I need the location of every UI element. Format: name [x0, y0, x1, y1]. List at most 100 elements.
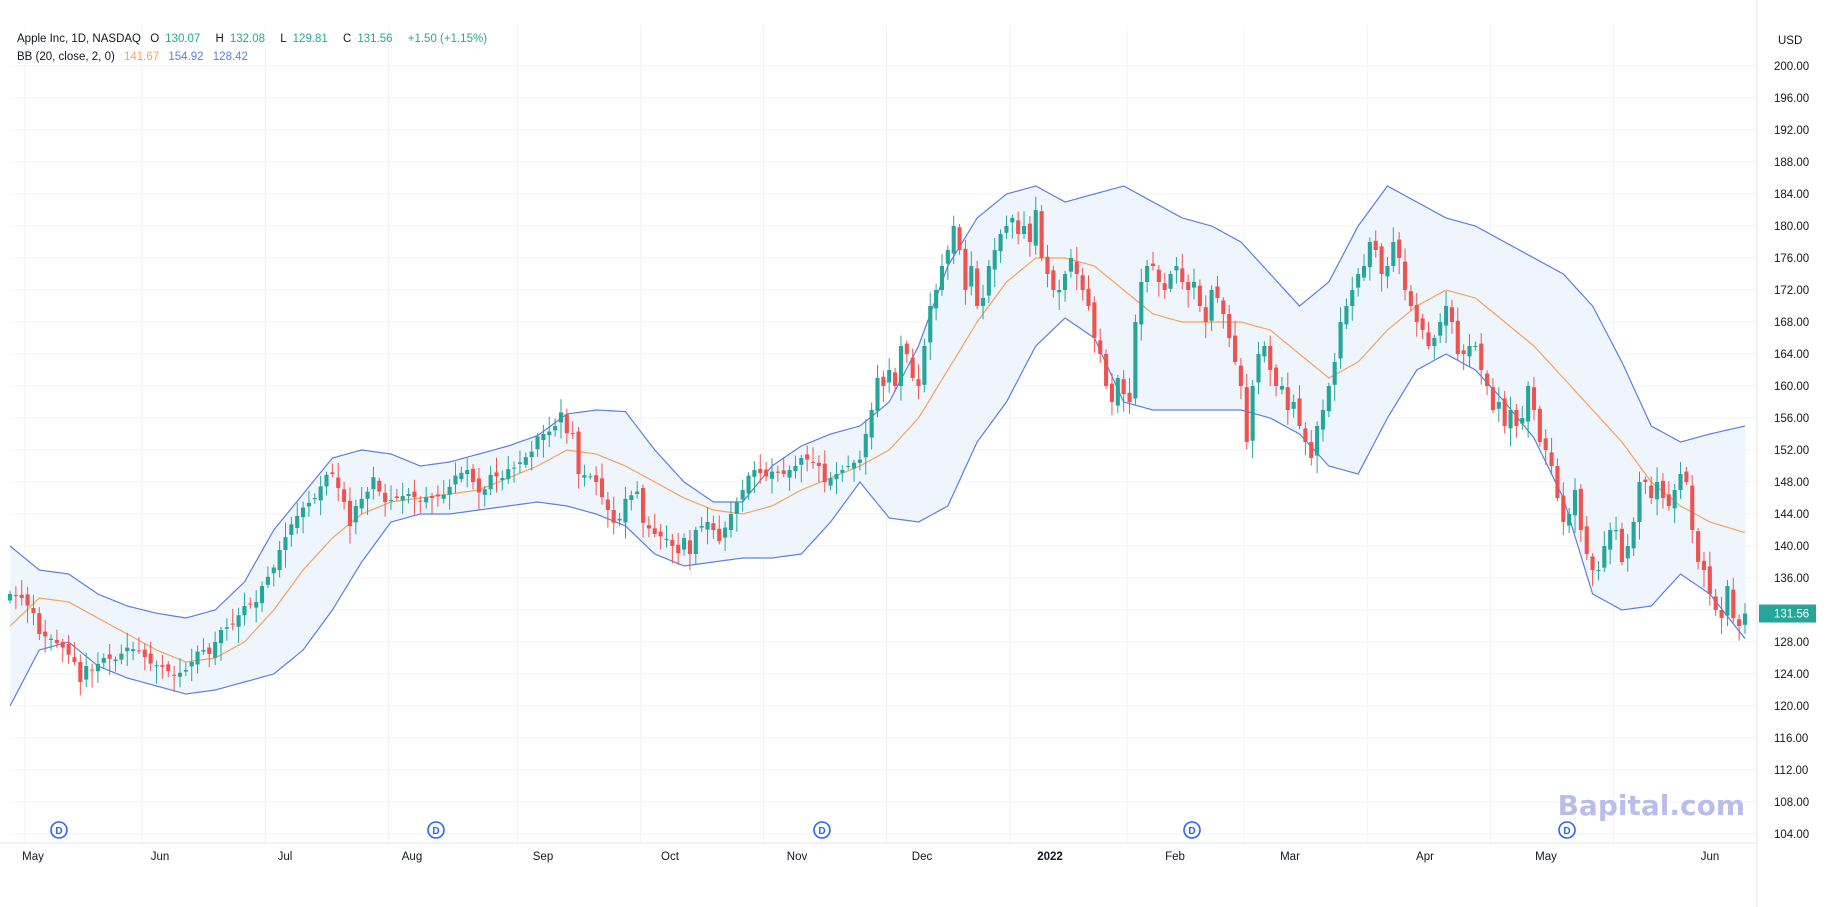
dividend-marker[interactable]: D: [50, 821, 68, 839]
time-tick-label: 2022: [1037, 851, 1063, 863]
candle-body: [1215, 286, 1220, 298]
low-value: 129.81: [292, 33, 328, 45]
candle: [1127, 378, 1132, 414]
candle-body: [347, 500, 353, 526]
candle-body: [1221, 300, 1226, 314]
candle-body: [101, 658, 106, 663]
candle-body: [336, 477, 341, 488]
candle-body: [1203, 307, 1208, 322]
candle: [494, 457, 499, 493]
candle: [605, 492, 610, 528]
candle: [1332, 353, 1337, 401]
candle-body: [1537, 408, 1542, 442]
candle-body: [1420, 318, 1425, 330]
candle: [1315, 421, 1320, 474]
candle-body: [441, 494, 446, 499]
time-tick-label: Jun: [1701, 851, 1720, 863]
candle-body: [1660, 480, 1665, 498]
candle: [1590, 553, 1595, 587]
candle: [1684, 466, 1689, 486]
dividend-marker[interactable]: D: [1558, 821, 1576, 839]
bb-legend[interactable]: BB (20, close, 2, 0) 141.67 154.92 128.4…: [17, 51, 254, 63]
candle-body: [459, 472, 464, 480]
candle-body: [283, 537, 288, 550]
candle: [19, 580, 24, 606]
dividend-marker[interactable]: D: [427, 821, 445, 839]
candle: [277, 541, 282, 578]
candle-body: [1426, 332, 1431, 346]
candle-body: [1742, 613, 1748, 625]
candle-body: [1619, 528, 1624, 562]
candle-body: [687, 540, 692, 554]
candle-body: [992, 250, 997, 270]
candle-body: [1432, 338, 1437, 346]
candle-body: [1567, 514, 1572, 526]
candle-body: [934, 290, 939, 309]
candle: [265, 566, 270, 588]
price-tick-label: 108.00: [1774, 797, 1809, 809]
candle: [1291, 394, 1296, 418]
candle: [594, 466, 599, 496]
candle: [101, 653, 106, 669]
candle: [1660, 473, 1665, 509]
candle: [342, 481, 347, 510]
candle-body: [1303, 428, 1308, 442]
candle: [429, 492, 435, 515]
candle-body: [506, 469, 511, 480]
candle-body: [1297, 398, 1302, 426]
candle: [471, 464, 476, 490]
price-tick-label: 116.00: [1774, 733, 1808, 745]
candle-body: [177, 672, 183, 677]
candle: [1303, 422, 1308, 456]
candle: [693, 526, 698, 565]
candle: [500, 470, 505, 491]
candle: [441, 480, 446, 504]
candle-body: [852, 462, 857, 469]
candle-body: [1016, 220, 1021, 234]
candle-body: [1467, 346, 1472, 357]
candle-body: [1127, 392, 1132, 402]
candle: [1561, 482, 1566, 536]
candle: [963, 239, 968, 305]
dividend-marker[interactable]: D: [1183, 821, 1201, 839]
candle-body: [312, 498, 317, 500]
candle-body: [887, 370, 892, 383]
candle-body: [1707, 566, 1712, 594]
candle-body: [1004, 226, 1009, 233]
candle: [113, 656, 118, 672]
candle: [1010, 214, 1015, 239]
candle: [1027, 216, 1032, 257]
candle: [25, 586, 30, 624]
candle-body: [1508, 410, 1513, 429]
price-tick-label: 172.00: [1774, 285, 1809, 297]
candle-body: [7, 594, 13, 601]
candle-body: [500, 478, 505, 480]
candle-body: [1133, 322, 1138, 399]
candle-body: [142, 649, 147, 658]
candle: [1625, 534, 1630, 572]
candle: [834, 462, 839, 494]
time-axis[interactable]: May Jun Jul Aug Sep Oct Nov Dec 2022 Feb Mar Apr May…: [22, 851, 1719, 863]
candle: [1104, 349, 1109, 390]
candle-body: [1238, 365, 1243, 386]
candle: [330, 463, 335, 478]
candle-body: [1602, 546, 1607, 568]
price-tick-label: 104.00: [1774, 829, 1809, 841]
candle-body: [1045, 256, 1050, 274]
candle: [1508, 396, 1513, 446]
candle-body: [676, 544, 681, 554]
dividend-marker[interactable]: D: [813, 821, 831, 839]
bollinger-basis-line: [9, 257, 1746, 663]
candle-body: [1713, 596, 1718, 610]
candle-body: [78, 662, 83, 682]
candle-body: [553, 426, 558, 431]
candle: [301, 501, 306, 534]
candle: [1174, 257, 1179, 284]
dividend-letter: D: [818, 826, 825, 837]
candle-body: [1080, 275, 1085, 290]
price-axis[interactable]: 200.00 196.00 192.00 188.00 184.00 180.00 176.…: [1774, 61, 1809, 841]
candle: [166, 661, 171, 678]
candle-body: [1555, 466, 1560, 498]
